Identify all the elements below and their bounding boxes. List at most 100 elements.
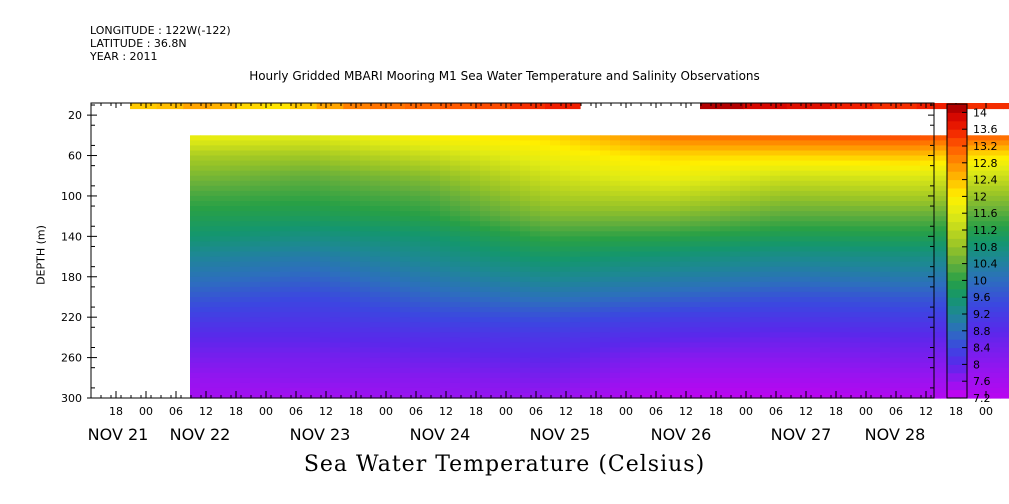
heatmap-cell [880, 231, 891, 237]
heatmap-cell [660, 276, 671, 283]
heatmap-cell [440, 256, 451, 263]
heatmap-cell [800, 226, 811, 232]
heatmap-cell [470, 266, 481, 273]
heatmap-cell [840, 281, 851, 288]
heatmap-cell [220, 332, 231, 338]
heatmap-cell [990, 347, 1001, 354]
heatmap-cell [300, 312, 311, 318]
heatmap-cell [420, 342, 431, 349]
heatmap-cell [220, 140, 231, 147]
heatmap-cell [910, 332, 921, 338]
heatmap-cell [1000, 251, 1009, 258]
heatmap-cell [260, 241, 271, 248]
heatmap-cell [650, 150, 661, 157]
heatmap-cell [990, 332, 1001, 338]
heatmap-cell [770, 165, 781, 172]
heatmap-cell [360, 266, 371, 273]
heatmap-cell [400, 392, 411, 399]
heatmap-cell [260, 281, 271, 288]
heatmap-cell [390, 160, 401, 167]
heatmap-cell [320, 160, 331, 167]
heatmap-cell [660, 206, 671, 212]
heatmap-cell [570, 387, 581, 394]
heatmap-cell [330, 382, 341, 389]
heatmap-cell [690, 211, 701, 217]
heatmap-cell [350, 251, 361, 258]
heatmap-cell [770, 312, 781, 318]
heatmap-cell [850, 276, 861, 283]
heatmap-cell [260, 297, 271, 303]
heatmap-cell [770, 261, 781, 268]
heatmap-cell [260, 231, 271, 237]
heatmap-cell [260, 347, 271, 354]
heatmap-cell [230, 185, 241, 192]
heatmap-cell [440, 347, 451, 354]
heatmap-cell [670, 140, 681, 147]
heatmap-cell [700, 165, 711, 172]
heatmap-cell [770, 307, 781, 313]
heatmap-cell [970, 135, 981, 141]
heatmap-cell [330, 271, 341, 278]
heatmap-cell [190, 266, 201, 273]
heatmap-cell [710, 165, 721, 172]
heatmap-cell [360, 352, 371, 359]
heatmap-cell [770, 342, 781, 349]
heatmap-cell [280, 357, 291, 364]
heatmap-cell [600, 286, 611, 293]
heatmap-cell [670, 362, 681, 369]
heatmap-cell [810, 231, 821, 237]
heatmap-cell [640, 145, 651, 152]
heatmap-cell [730, 382, 741, 389]
heatmap-cell [510, 317, 521, 323]
heatmap-cell [400, 302, 411, 308]
heatmap-cell [400, 261, 411, 268]
heatmap-cell [190, 145, 201, 152]
heatmap-cell [900, 367, 911, 374]
heatmap-cell [710, 195, 721, 202]
heatmap-cell [220, 302, 231, 308]
heatmap-cell [580, 327, 591, 333]
heatmap-cell [490, 372, 501, 379]
heatmap-cell [720, 241, 731, 248]
heatmap-cell [770, 367, 781, 374]
heatmap-cell [270, 261, 281, 268]
heatmap-cell [660, 185, 671, 192]
heatmap-cell [630, 337, 641, 344]
heatmap-cell [640, 347, 651, 354]
heatmap-cell [730, 231, 741, 237]
heatmap-cell [580, 387, 591, 394]
heatmap-cell [830, 377, 841, 384]
heatmap-cell [670, 216, 681, 222]
heatmap-cell [660, 170, 671, 177]
heatmap-cell [730, 387, 741, 394]
heatmap-cell [870, 261, 881, 268]
heatmap-cell [230, 352, 241, 359]
heatmap-cell [650, 297, 661, 303]
heatmap-cell [1000, 297, 1009, 303]
heatmap-cell [990, 170, 1001, 177]
heatmap-cell [380, 206, 391, 212]
heatmap-cell [390, 337, 401, 344]
heatmap-cell [610, 211, 621, 217]
heatmap-cell [410, 302, 421, 308]
heatmap-cell [750, 392, 761, 399]
heatmap-cell [720, 357, 731, 364]
heatmap-cell [820, 216, 831, 222]
heatmap-cell [290, 256, 301, 263]
heatmap-cell [420, 206, 431, 212]
heatmap-cell [280, 387, 291, 394]
heatmap-cell [970, 281, 981, 288]
heatmap-cell [430, 281, 441, 288]
heatmap-cell [560, 221, 571, 227]
heatmap-cell [730, 281, 741, 288]
heatmap-cell [460, 160, 471, 167]
heatmap-cell [500, 312, 511, 318]
heatmap-cell [720, 312, 731, 318]
heatmap-cell [350, 302, 361, 308]
heatmap-cell [830, 302, 841, 308]
heatmap-cell [210, 271, 221, 278]
heatmap-cell [270, 307, 281, 313]
heatmap-cell [720, 342, 731, 349]
heatmap-cell [540, 377, 551, 384]
heatmap-cell [540, 256, 551, 263]
